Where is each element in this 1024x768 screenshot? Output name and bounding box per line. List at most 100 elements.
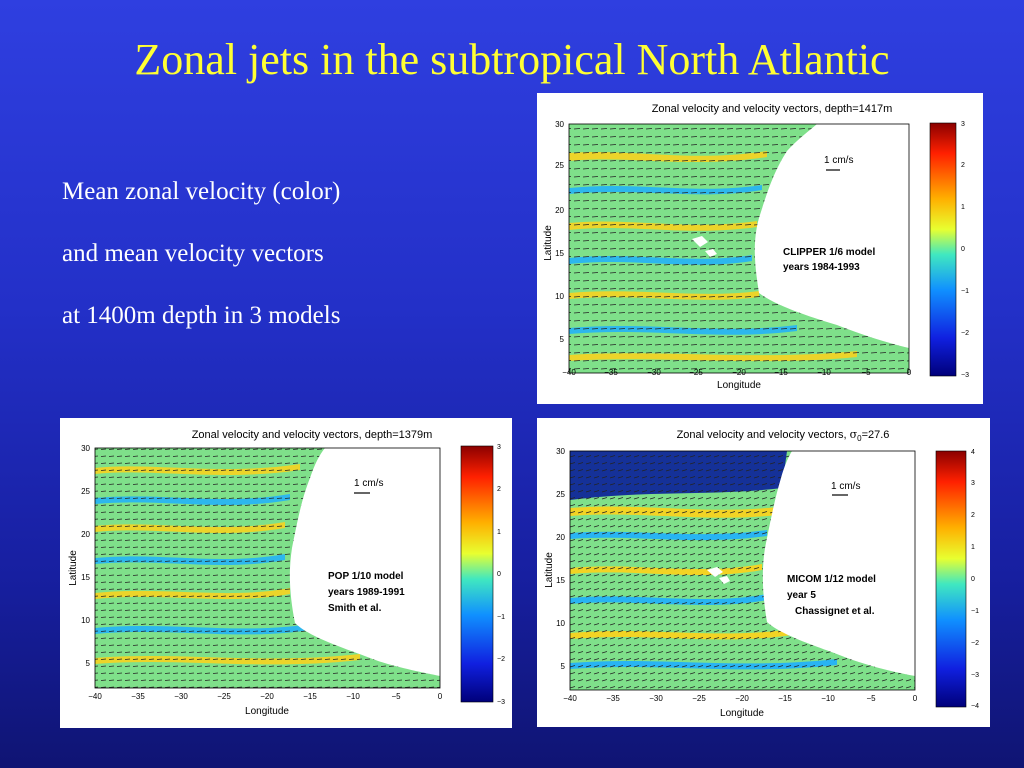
y-tick: 10 xyxy=(81,616,90,625)
africa-landmass xyxy=(289,448,440,676)
colorbar-tick: 1 xyxy=(971,544,975,551)
model-text-line-1: CLIPPER 1/6 model xyxy=(783,247,875,258)
colorbar-tick: −3 xyxy=(961,372,969,379)
colorbar-tick: −1 xyxy=(971,608,979,615)
colorbar-ticks: 3 2 1 0 −1 −2 −3 xyxy=(497,444,505,706)
map-frame xyxy=(568,123,910,374)
colorbar xyxy=(935,450,967,708)
colorbar-tick: 1 xyxy=(961,204,965,211)
slide-title: Zonal jets in the subtropical North Atla… xyxy=(134,35,890,84)
x-tick: −25 xyxy=(692,694,706,703)
panel-clipper: Zonal velocity and velocity vectors, dep… xyxy=(537,93,983,404)
colorbar-tick: −2 xyxy=(497,656,505,663)
model-text-line-1: MICOM 1/12 model xyxy=(787,574,876,585)
x-axis-label: Longitude xyxy=(245,706,289,717)
panel-title: Zonal velocity and velocity vectors, σ0=… xyxy=(677,428,890,443)
figure-micom: Zonal velocity and velocity vectors, σ0=… xyxy=(544,428,979,719)
x-tick: −15 xyxy=(778,694,792,703)
africa-landmass xyxy=(754,124,909,348)
x-tick: −30 xyxy=(647,368,661,377)
model-text-line-2: years 1989-1991 xyxy=(328,587,405,598)
x-tick: −35 xyxy=(606,694,620,703)
x-tick: −40 xyxy=(88,692,102,701)
panel-pop: Zonal velocity and velocity vectors, dep… xyxy=(60,418,512,728)
colorbar-tick: −1 xyxy=(497,614,505,621)
colorbar-tick: 0 xyxy=(497,571,501,578)
x-tick: −25 xyxy=(689,368,703,377)
model-text-line-2: years 1984-1993 xyxy=(783,262,860,273)
canary-islands xyxy=(692,236,717,257)
scale-label: 1 cm/s xyxy=(354,478,383,489)
x-axis-ticks: −40 −35 −30 −25 −20 −15 −10 −5 0 xyxy=(88,692,443,701)
y-tick: 5 xyxy=(560,335,565,344)
x-tick: −35 xyxy=(604,368,618,377)
x-tick: −40 xyxy=(562,368,576,377)
x-axis-ticks: −40 −35 −30 −25 −20 −15 −10 −5 0 xyxy=(562,368,912,377)
x-axis-label: Longitude xyxy=(720,708,764,719)
description-text: Mean zonal velocity (color) and mean vel… xyxy=(62,172,340,358)
description-line-2: and mean velocity vectors xyxy=(62,240,324,267)
y-axis-label: Latitude xyxy=(68,550,79,586)
colorbar-tick: 2 xyxy=(971,512,975,519)
panel-title: Zonal velocity and velocity vectors, dep… xyxy=(192,429,433,441)
x-tick: −20 xyxy=(260,692,274,701)
x-tick: 0 xyxy=(913,694,918,703)
x-tick: −20 xyxy=(735,694,749,703)
x-tick: −40 xyxy=(563,694,577,703)
colorbar-tick: 3 xyxy=(497,444,501,451)
colorbar-tick: 4 xyxy=(971,449,975,456)
colorbar-ticks: 3 2 1 0 −1 −2 −3 xyxy=(961,121,969,379)
colorbar-tick: −4 xyxy=(971,703,979,710)
x-tick: −30 xyxy=(649,694,663,703)
x-tick: −10 xyxy=(821,694,835,703)
figure-pop: Zonal velocity and velocity vectors, dep… xyxy=(68,429,505,717)
colorbar-tick: 1 xyxy=(497,529,501,536)
y-tick: 15 xyxy=(81,573,90,582)
colorbar xyxy=(929,122,957,377)
colorbar-tick: −2 xyxy=(971,640,979,647)
scale-label: 1 cm/s xyxy=(831,481,860,492)
model-text-line-1: POP 1/10 model xyxy=(328,571,404,582)
map-frame xyxy=(94,447,441,689)
y-tick: 30 xyxy=(556,447,565,456)
y-axis-label: Latitude xyxy=(543,225,554,261)
description-line-3: at 1400m depth in 3 models xyxy=(62,302,341,329)
colorbar-tick: 2 xyxy=(961,162,965,169)
scale-label: 1 cm/s xyxy=(824,155,853,166)
y-tick: 25 xyxy=(556,490,565,499)
y-tick: 25 xyxy=(555,161,564,170)
y-tick: 20 xyxy=(81,530,90,539)
y-tick: 30 xyxy=(555,120,564,129)
y-tick: 10 xyxy=(555,292,564,301)
colorbar-tick: −3 xyxy=(497,699,505,706)
colorbar-tick: 3 xyxy=(961,121,965,128)
panel-micom: Zonal velocity and velocity vectors, σ0=… xyxy=(537,418,990,727)
x-tick: −5 xyxy=(391,692,401,701)
x-tick: −35 xyxy=(131,692,145,701)
y-tick: 15 xyxy=(555,249,564,258)
colorbar-tick: 0 xyxy=(961,246,965,253)
x-tick: 0 xyxy=(907,368,912,377)
colorbar-ticks: 4 3 2 1 0 −1 −2 −3 −4 xyxy=(971,449,979,710)
x-tick: −5 xyxy=(861,368,871,377)
colorbar xyxy=(460,445,494,703)
x-tick: −5 xyxy=(866,694,876,703)
x-tick: −25 xyxy=(217,692,231,701)
x-axis-ticks: −40 −35 −30 −25 −20 −15 −10 −5 0 xyxy=(563,694,918,703)
title-value: =27.6 xyxy=(862,429,890,441)
title-subscript: 0 xyxy=(857,434,862,443)
figure-clipper: Zonal velocity and velocity vectors, dep… xyxy=(543,103,969,391)
model-text-line-2: year 5 xyxy=(787,590,816,601)
x-tick: −30 xyxy=(174,692,188,701)
map-frame xyxy=(569,450,916,691)
x-tick: 0 xyxy=(438,692,443,701)
panel-title: Zonal velocity and velocity vectors, dep… xyxy=(652,103,893,115)
model-text-line-3: Chassignet et al. xyxy=(795,606,875,617)
description-line-1: Mean zonal velocity (color) xyxy=(62,178,341,205)
x-tick: −15 xyxy=(303,692,317,701)
colorbar-tick: 0 xyxy=(971,576,975,583)
canary-islands xyxy=(707,567,730,584)
y-axis-ticks: 30 25 20 15 10 5 xyxy=(555,120,564,344)
y-tick: 5 xyxy=(561,662,566,671)
africa-landmass xyxy=(762,451,915,676)
